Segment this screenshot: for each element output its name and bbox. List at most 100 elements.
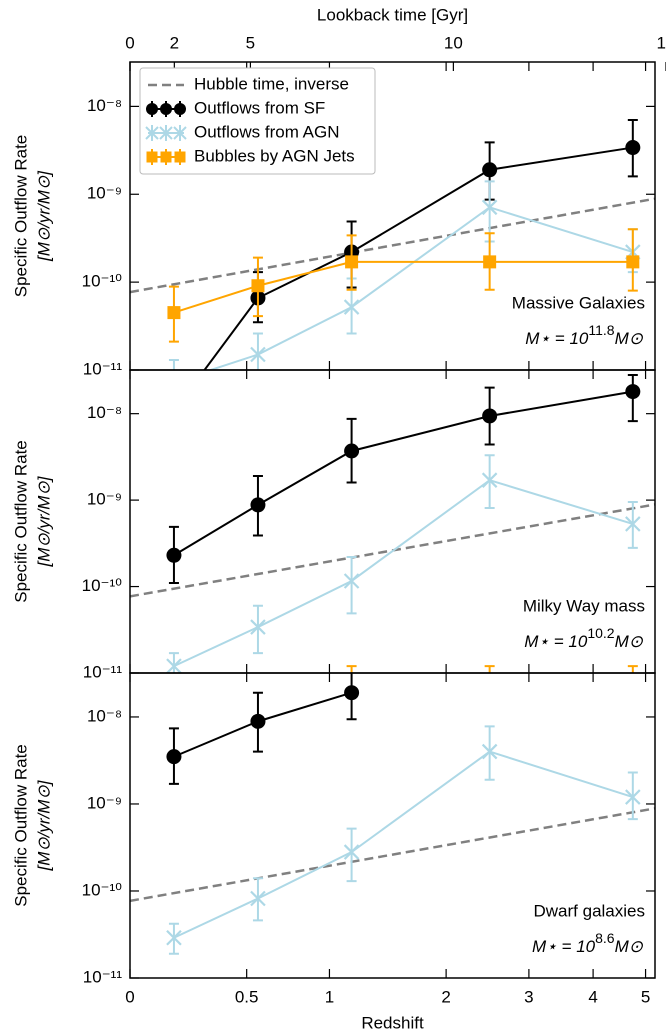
error-bar <box>346 555 357 615</box>
marker <box>166 929 182 946</box>
y-tick-label: 10⁻⁹ <box>87 793 122 812</box>
reference-line <box>130 197 655 294</box>
marker <box>483 255 497 269</box>
mass-exponent: 8.6 <box>595 930 615 946</box>
error-bar <box>627 665 638 673</box>
marker <box>250 713 266 729</box>
error-bar <box>484 665 495 673</box>
legend-marker <box>173 126 187 140</box>
y-tick-label: 10⁻⁸ <box>87 403 122 422</box>
error-bar <box>168 358 179 370</box>
y-tick-label: 10⁻⁸ <box>87 706 122 725</box>
mass-label: M⋆ = 1011.8M⊙ <box>525 322 643 349</box>
mass-prefix: M⋆ = 10 <box>532 937 596 956</box>
x-tick-label: 5 <box>641 987 650 1006</box>
marker <box>482 162 498 178</box>
x2-tick-label: 2 <box>170 33 179 52</box>
plot-area <box>130 673 655 955</box>
marker <box>343 299 360 315</box>
legend-label: Hubble time, inverse <box>194 74 349 93</box>
marker <box>250 619 266 635</box>
marker <box>251 279 265 293</box>
y-tick-label: 10⁻¹⁰ <box>82 576 123 595</box>
error-bar <box>252 604 263 655</box>
panel-title: Dwarf galaxies <box>534 901 646 920</box>
legend-marker <box>159 126 173 140</box>
legend-marker <box>145 126 159 140</box>
legend-label: Bubbles by AGN Jets <box>194 146 355 165</box>
legend-marker <box>146 151 158 163</box>
marker <box>481 472 498 488</box>
reference-line <box>130 807 655 903</box>
legend-label: Outflows from AGN <box>194 122 339 141</box>
legend-marker <box>160 103 172 115</box>
x2-tick-label: 5 <box>246 33 255 52</box>
plot-area <box>130 118 655 438</box>
frame <box>129 369 656 674</box>
y-tick-label: 10⁻⁸ <box>87 96 122 115</box>
marker <box>483 712 496 725</box>
marker <box>343 844 360 860</box>
marker <box>625 384 641 400</box>
marker <box>344 443 360 459</box>
panel-title: Massive Galaxies <box>512 293 645 312</box>
x2-tick-label: 10 <box>444 33 463 52</box>
marker <box>166 404 181 419</box>
marker <box>166 749 182 765</box>
legend-box <box>139 67 376 175</box>
legend-marker <box>174 151 186 163</box>
mass-label: M⋆ = 108.6M⊙ <box>532 930 644 957</box>
y-tick-label: 10⁻¹⁰ <box>82 880 123 899</box>
marker <box>166 658 182 673</box>
y-axis-unit: [M⊙/yr/M⊙] <box>34 475 53 567</box>
marker <box>482 408 498 424</box>
mass-unit: M⊙ <box>615 329 644 348</box>
x-tick-label: 0.5 <box>235 987 259 1006</box>
marker <box>626 712 639 725</box>
x-tick-label: 4 <box>588 987 597 1006</box>
marker <box>250 346 266 363</box>
legend-marker <box>160 151 172 163</box>
marker <box>625 516 641 532</box>
error-bar <box>346 827 357 883</box>
error-bar <box>346 665 357 673</box>
marker <box>167 306 181 320</box>
marker <box>481 743 498 760</box>
y-tick-label: 10⁻¹⁰ <box>82 272 123 291</box>
y-tick-label: 10⁻¹¹ <box>83 662 123 681</box>
x-axis-label: Redshift <box>361 1013 424 1032</box>
y-tick-label: 10⁻¹¹ <box>83 967 123 986</box>
marker <box>625 789 641 805</box>
marker <box>344 685 360 701</box>
y-tick-label: 10⁻⁹ <box>87 490 122 509</box>
mass-prefix: M⋆ = 10 <box>525 329 589 348</box>
marker <box>345 255 359 269</box>
y-axis-unit: [M⊙/yr/M⊙] <box>34 779 53 871</box>
marker <box>250 497 266 513</box>
x-tick-label: 1 <box>325 987 334 1006</box>
marker <box>167 375 181 389</box>
x2-tick-label: 12 <box>657 33 666 52</box>
x-tick-label: 3 <box>524 987 533 1006</box>
x2-axis-label: Lookback time [Gyr] <box>317 5 468 24</box>
y-axis-unit: [M⊙/yr/M⊙] <box>34 170 53 262</box>
y-axis-label: Specific Outflow Rate <box>11 135 30 298</box>
marker <box>343 573 360 589</box>
mass-unit: M⊙ <box>615 937 644 956</box>
marker <box>625 140 641 156</box>
legend-marker <box>146 103 158 115</box>
error-bar <box>169 385 179 438</box>
marker <box>166 547 182 563</box>
legend-label: Outflows from SF <box>194 98 325 117</box>
series-line <box>173 390 633 557</box>
series-line <box>203 146 633 370</box>
mass-exponent: 11.8 <box>588 322 614 338</box>
mass-exponent: 10.2 <box>587 625 614 641</box>
y-axis-label: Specific Outflow Rate <box>11 744 30 907</box>
marker <box>250 890 266 907</box>
panel-title: Milky Way mass <box>523 596 645 615</box>
mass-label: M⋆ = 1010.2M⊙ <box>524 625 644 652</box>
x-tick-label: 2 <box>441 987 450 1006</box>
plot-area <box>130 374 655 725</box>
